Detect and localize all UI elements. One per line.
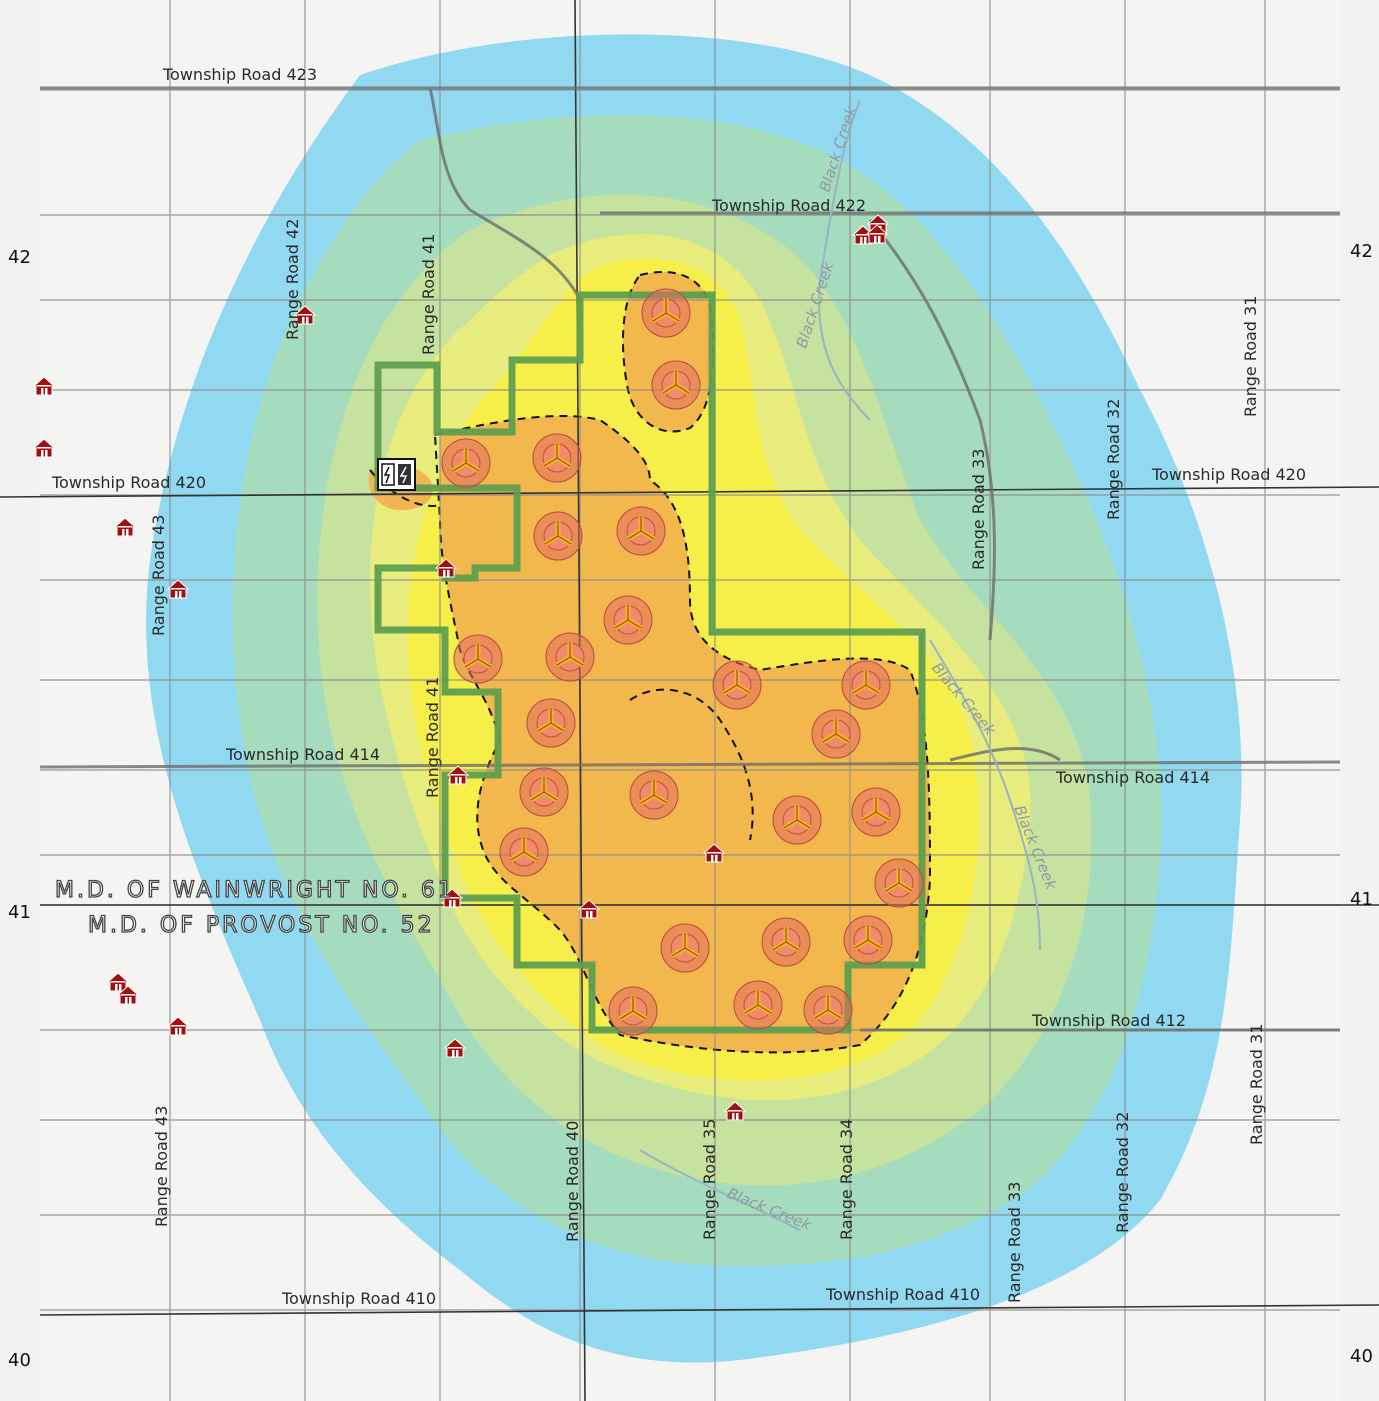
wind-turbine-icon[interactable]	[762, 918, 810, 966]
township-road-414-east-label: Township Road 414	[1055, 768, 1210, 787]
noise-limit-dashed-lines	[369, 271, 932, 1054]
range-road-33-north-label: Range Road 33	[969, 449, 988, 570]
wind-turbine-icon[interactable]	[533, 434, 581, 482]
wind-turbine-icon[interactable]	[812, 710, 860, 758]
md-wainwright-label: M.D. OF WAINWRIGHT NO. 61	[55, 878, 455, 903]
wind-turbine-icon[interactable]	[804, 986, 852, 1034]
range-road-31-north-label: Range Road 31	[1241, 296, 1260, 417]
wind-turbine-icon[interactable]	[713, 661, 761, 709]
township-road-423-label: Township Road 423	[162, 65, 317, 84]
range-road-32-south-label: Range Road 32	[1113, 1112, 1132, 1233]
township-road-410-east-label: Township Road 410	[825, 1285, 980, 1304]
grid-label-41-left: 41	[8, 902, 31, 923]
wind-turbine-icon[interactable]	[630, 771, 678, 819]
township-road-410-west-label: Township Road 410	[281, 1289, 436, 1308]
wind-turbine-icon[interactable]	[642, 289, 690, 337]
grid-label-41-right: 41	[1350, 889, 1373, 910]
range-road-43-north-label: Range Road 43	[149, 515, 168, 636]
township-road-labels: Township Road 423 Township Road 422 Town…	[51, 65, 1306, 1308]
range-road-32-north-label: Range Road 32	[1104, 399, 1123, 520]
md-provost-label: M.D. OF PROVOST NO. 52	[88, 913, 435, 938]
township-road-420-west-label: Township Road 420	[51, 473, 206, 492]
range-road-labels: Range Road 43 Range Road 43 Range Road 4…	[149, 219, 1266, 1303]
range-road-40-label: Range Road 40	[563, 1121, 582, 1242]
wind-turbine-icon[interactable]	[609, 987, 657, 1035]
range-road-33-south-label: Range Road 33	[1005, 1182, 1024, 1303]
township-road-420-east-label: Township Road 420	[1151, 465, 1306, 484]
grid-label-42-left: 42	[8, 247, 31, 268]
wind-turbine-icon[interactable]	[454, 635, 502, 683]
wind-turbine-icon[interactable]	[842, 661, 890, 709]
township-road-422-label: Township Road 422	[711, 196, 866, 215]
township-road-412-label: Township Road 412	[1031, 1011, 1186, 1030]
range-road-31-south-label: Range Road 31	[1247, 1024, 1266, 1145]
grid-label-40-left: 40	[8, 1350, 31, 1371]
wind-turbine-icon[interactable]	[617, 507, 665, 555]
wind-turbine-icon[interactable]	[661, 924, 709, 972]
wind-turbine-icon[interactable]	[844, 916, 892, 964]
municipality-labels: M.D. OF WAINWRIGHT NO. 61 M.D. OF PROVOS…	[54, 877, 455, 938]
substation-icon[interactable]	[377, 458, 416, 491]
range-road-34-label: Range Road 34	[837, 1119, 856, 1240]
wind-turbine-icon[interactable]	[734, 981, 782, 1029]
black-creek	[639, 99, 1041, 1231]
range-road-42-label: Range Road 42	[283, 219, 302, 340]
project-boundary	[374, 291, 926, 1034]
wind-turbine-icon[interactable]	[442, 439, 490, 487]
grid-label-40-right: 40	[1350, 1346, 1373, 1367]
range-road-41-south-label: Range Road 41	[423, 677, 442, 798]
wind-turbine-icon[interactable]	[852, 788, 900, 836]
noise-contour-6	[440, 415, 930, 1053]
township-road-414-west-label: Township Road 414	[225, 745, 380, 764]
wind-turbine-icon[interactable]	[546, 633, 594, 681]
wind-turbine-icon[interactable]	[520, 768, 568, 816]
wind-turbine-icon[interactable]	[527, 699, 575, 747]
grid-label-42-right: 42	[1350, 241, 1373, 262]
wind-turbine-icon[interactable]	[875, 859, 923, 907]
wind-turbine-icon[interactable]	[534, 512, 582, 560]
range-road-35-label: Range Road 35	[700, 1119, 719, 1240]
wind-turbine-icon[interactable]	[604, 596, 652, 644]
wind-turbine-icon[interactable]	[500, 828, 548, 876]
roads	[39, 86, 1341, 1032]
wind-turbine-icon[interactable]	[652, 361, 700, 409]
wind-turbine-icon[interactable]	[773, 796, 821, 844]
range-road-43-south-label: Range Road 43	[152, 1106, 171, 1227]
range-road-41-north-label: Range Road 41	[419, 234, 438, 355]
grid-edge-labels: 42 42 41 41 40 40	[8, 241, 1373, 1371]
